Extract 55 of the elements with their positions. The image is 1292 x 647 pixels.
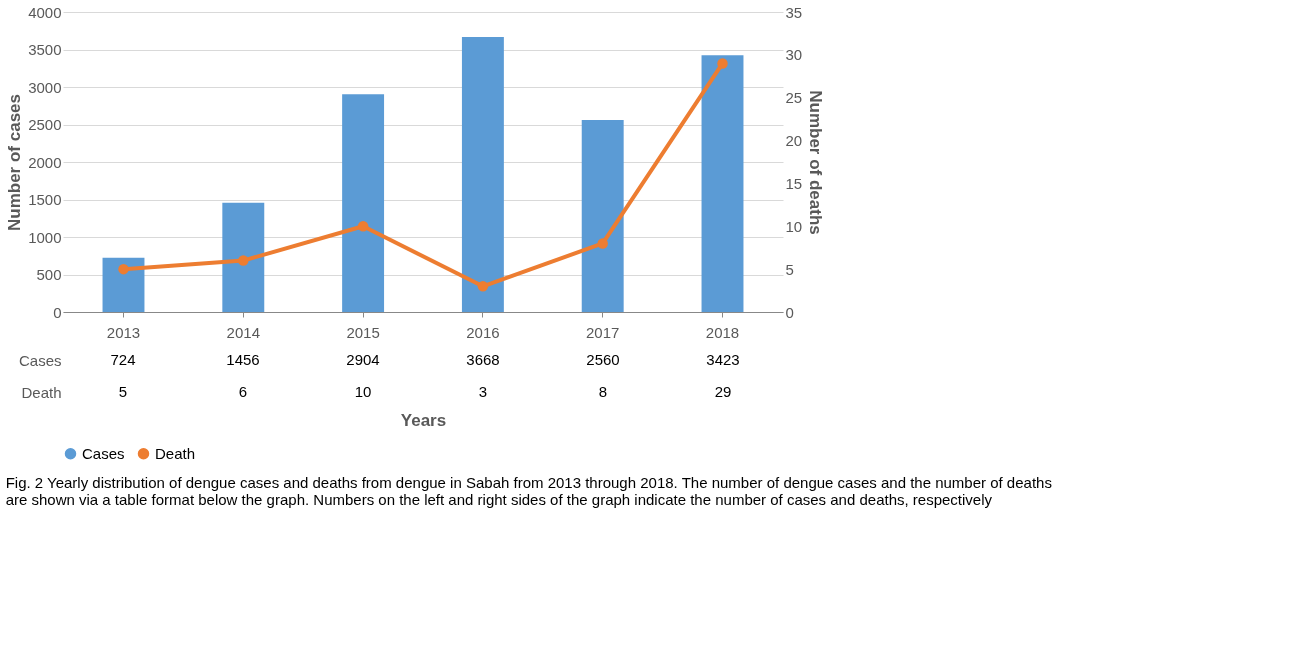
y2-tick-label: 10 xyxy=(785,217,803,235)
data-label: 724 xyxy=(110,351,136,368)
point xyxy=(118,263,129,275)
bar xyxy=(222,202,265,312)
bar xyxy=(342,94,385,312)
bar xyxy=(581,120,624,312)
y2-tick-label: 20 xyxy=(785,132,803,150)
y-tick-label: 500 xyxy=(36,266,62,283)
y2-tick-label: 0 xyxy=(785,303,794,321)
data-label: 6 xyxy=(238,383,248,400)
legend-label: Death xyxy=(155,444,196,462)
y2-axis-title: Number of deaths xyxy=(806,90,826,235)
x-axis-title: Years xyxy=(400,410,447,430)
legend-label: Cases xyxy=(82,444,125,462)
y-tick-label: 2500 xyxy=(28,116,62,133)
x-tick-label: 2013 xyxy=(106,323,141,341)
point xyxy=(357,221,369,232)
data-label: 3668 xyxy=(466,351,500,368)
y2-tick-label: 25 xyxy=(785,89,803,107)
y-axis-title: Number of cases xyxy=(5,94,25,231)
y-tick-label: 1500 xyxy=(28,191,62,208)
caption: Fig. 2 Yearly distribution of dengue cases and deaths from dengue in Sabah from 2013 through 2018. The number of dengue cases and the number of deaths are shown via a table format below the graph. Numbers on the left and right sides of the graph indicate the number of cases and deaths, respectively xyxy=(5,474,1052,508)
data-label: 8 xyxy=(598,383,608,400)
data-label: 1456 xyxy=(226,351,260,368)
y-tick-label: 1000 xyxy=(28,228,62,246)
x-tick-label: 2017 xyxy=(586,323,620,341)
bar xyxy=(102,257,145,312)
x-tick-label: 2015 xyxy=(346,323,380,341)
y-tick-label: 4000 xyxy=(28,3,62,21)
x-tick-label: 2014 xyxy=(226,323,260,341)
bar xyxy=(461,36,504,312)
y-tick-label: 0 xyxy=(53,303,62,321)
point xyxy=(477,281,489,292)
text: Cases xyxy=(18,351,62,369)
y-tick-label: 3500 xyxy=(28,41,62,58)
x-tick-label: 2016 xyxy=(466,323,500,341)
bar xyxy=(701,55,744,312)
point xyxy=(717,58,728,69)
y2-tick-label: 15 xyxy=(785,174,803,192)
y-tick-label: 3000 xyxy=(28,78,62,96)
data-label: 3423 xyxy=(706,351,740,368)
data-label: 29 xyxy=(714,383,732,400)
text: Death xyxy=(21,383,62,401)
data-label: 2904 xyxy=(346,351,380,368)
data-label: 2560 xyxy=(586,351,620,368)
y2-tick-label: 5 xyxy=(785,260,794,278)
y2-tick-label: 30 xyxy=(785,46,803,64)
data-label: 3 xyxy=(478,383,488,400)
data-label: 5 xyxy=(118,383,128,400)
y2-tick-label: 35 xyxy=(785,3,803,21)
data-label: 10 xyxy=(354,383,372,400)
point xyxy=(238,255,249,266)
y-tick-label: 2000 xyxy=(28,153,62,171)
x-tick-label: 2018 xyxy=(705,323,740,341)
point xyxy=(597,238,608,249)
